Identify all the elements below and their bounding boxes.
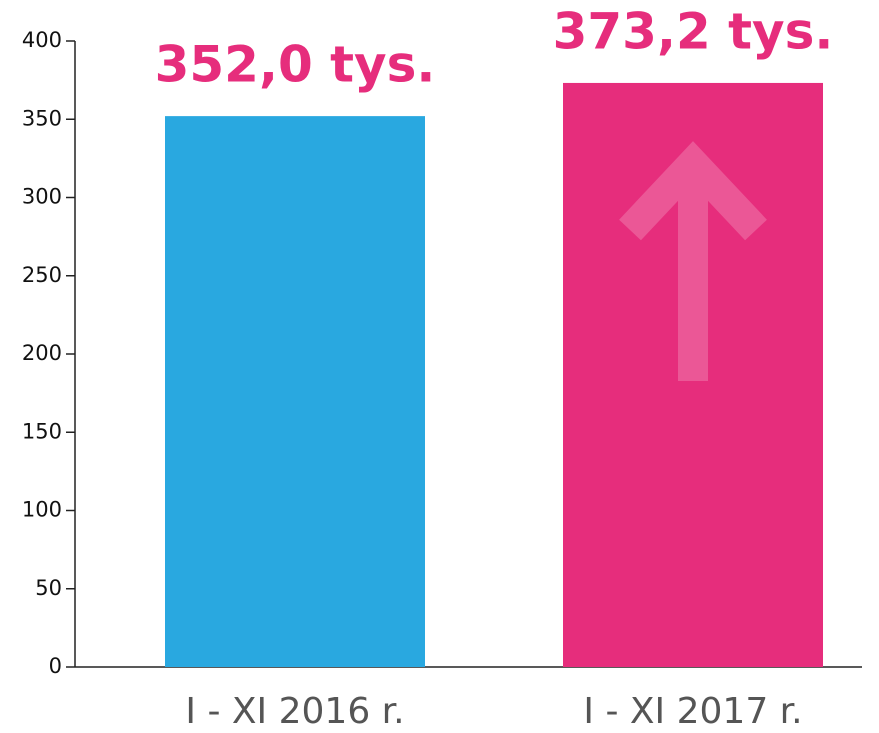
x-tick-label: I - XI 2016 r. [185,691,404,732]
y-tick-label: 0 [49,654,62,678]
bar [165,116,425,668]
value-label: 352,0 tys. [155,36,436,94]
y-tick-label: 250 [22,263,62,287]
y-tick-label: 150 [22,419,62,443]
value-label: 373,2 tys. [553,2,834,60]
y-tick-label: 400 [22,28,62,52]
y-tick-label: 300 [22,185,62,209]
y-tick-label: 100 [22,498,62,522]
y-tick-label: 200 [22,341,62,365]
arrow-decoration [619,141,767,381]
y-tick-label: 350 [22,106,62,130]
bar [563,82,823,667]
y-tick-label: 50 [35,576,62,600]
x-tick-label: I - XI 2017 r. [583,691,802,732]
